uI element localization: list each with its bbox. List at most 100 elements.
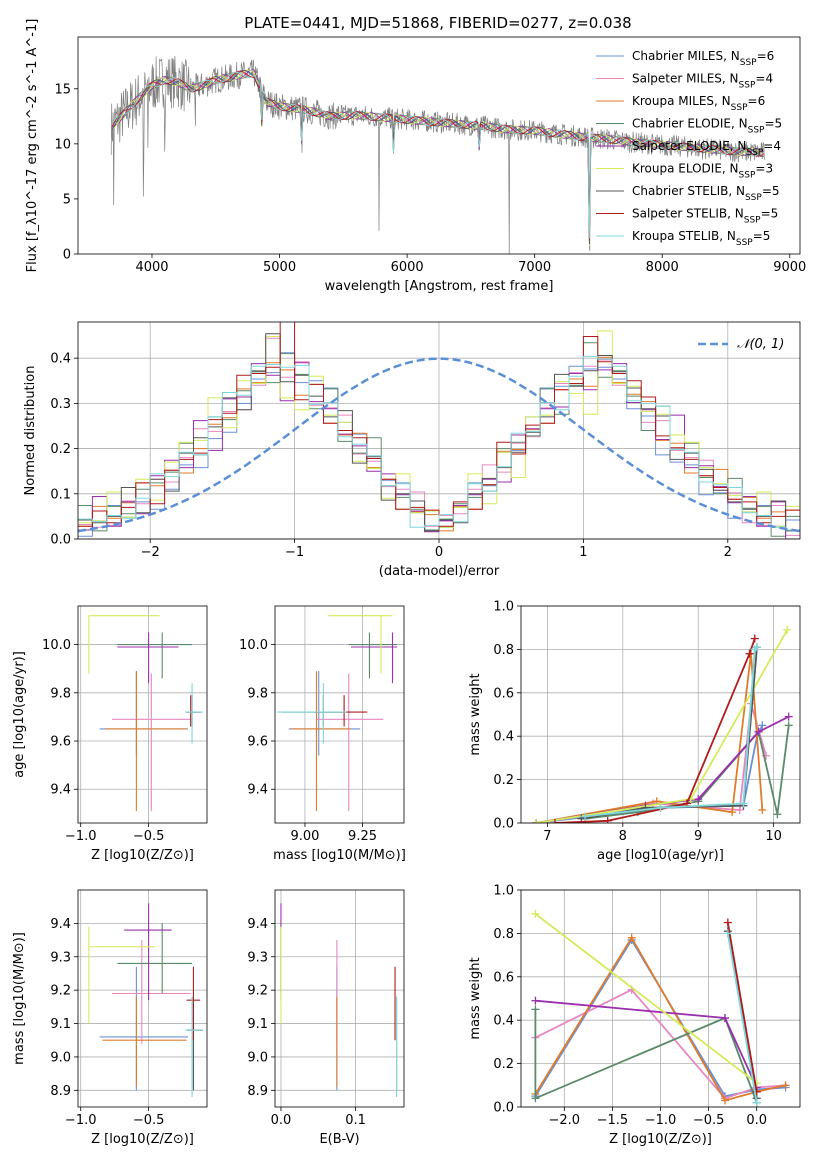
x-axis-label: (data-model)/error: [379, 564, 500, 579]
x-tick-label: 0.1: [345, 1113, 366, 1128]
y-tick-label: 0.4: [50, 352, 71, 367]
x-tick-label: −1.0: [65, 829, 97, 844]
y-tick-label: 0.8: [493, 927, 514, 942]
y-tick-label: 5: [63, 192, 71, 207]
x-tick-label: 6000: [391, 260, 424, 275]
panel-age_vs_mass: 9.00 9.25 9.4 9.6 9.8 10.0 mass [log10(M/M⊙)]: [239, 605, 406, 863]
y-tick-label: 9.0: [50, 1050, 71, 1065]
x-tick-label: 8: [619, 829, 627, 844]
x-tick-label: −2.0: [549, 1113, 581, 1128]
weight-line: [554, 638, 756, 823]
x-tick-label: −1: [285, 545, 304, 560]
x-tick-label: −0.5: [133, 829, 165, 844]
model-spectrum: [111, 71, 765, 239]
y-tick-label: 0.2: [493, 773, 514, 788]
weight-line: [726, 922, 758, 1092]
axes-frame: [77, 36, 801, 255]
weight-line: [726, 933, 758, 1103]
panel-mass_vs_EBV: 0.0 0.1 8.9 9.0 9.1 9.2 9.3 9.4 E(B-V): [247, 889, 405, 1147]
x-tick-label: −2: [141, 545, 160, 560]
y-tick-label: 10.0: [239, 638, 268, 653]
y-tick-label: 0.4: [493, 730, 514, 745]
weight-line: [581, 647, 758, 820]
x-tick-label: 0.0: [746, 1113, 767, 1128]
weight-line: [534, 1009, 758, 1104]
panel-weight_vs_age: 7 8 9 10 0.0 0.2 0.4 0.6 0.8 1.0 age [log10(age/yr…: [468, 600, 801, 863]
x-tick-label: 7: [543, 829, 551, 844]
y-tick-label: 9.1: [247, 1017, 268, 1032]
y-tick-label: 0.0: [493, 817, 514, 832]
y-tick-label: 9.8: [50, 686, 71, 701]
x-axis-label: Z [log10(Z/Z⊙)]: [91, 848, 194, 863]
y-tick-label: 1.0: [493, 884, 514, 899]
y-tick-label: 8.9: [50, 1084, 71, 1099]
y-tick-label: 10: [54, 137, 71, 152]
y-axis-label: Normed distribution: [23, 366, 38, 496]
panel-spectrum: 4000 5000 6000 7000 8000 9000 0 5 10 15 wavelength…: [25, 19, 806, 294]
normal-curve: [78, 357, 800, 533]
axes-frame: [274, 605, 405, 824]
x-tick-label: 9.25: [348, 829, 377, 844]
plot-area: [532, 625, 793, 823]
y-tick-label: 0.6: [493, 686, 514, 701]
x-tick-label: 0: [435, 545, 443, 560]
weight-line: [535, 999, 758, 1088]
x-axis-label: E(B-V): [319, 1132, 359, 1147]
y-tick-label: 9.6: [50, 735, 71, 750]
plot-area: [88, 903, 203, 1097]
legend-label: Salpeter MILES, NSSP=4: [632, 72, 773, 91]
y-tick-label: 0.6: [493, 970, 514, 985]
y-tick-label: 0.1: [50, 487, 71, 502]
x-tick-label: −1.0: [65, 1113, 97, 1128]
x-tick-label: 8000: [646, 260, 679, 275]
x-tick-label: 5000: [263, 260, 296, 275]
panel-mass_vs_Z: −1.0 −0.5 8.9 9.0 9.1 9.2 9.3 9.4 Z [log10(Z/Z⊙)…: [12, 889, 208, 1147]
histogram-series: [78, 355, 800, 531]
x-axis-label: mass [log10(M/M⊙)]: [273, 848, 406, 863]
plot-area: [110, 55, 765, 254]
weight-line: [535, 653, 764, 823]
y-tick-label: 0.8: [493, 643, 514, 658]
panel-hist: −2 −1 0 1 2 0.0 0.1 0.2 0.3 0.4 (data-model)/error…: [23, 321, 801, 579]
x-tick-label: 0.0: [271, 1113, 292, 1128]
x-axis-label: Z [log10(Z/Z⊙)]: [91, 1132, 194, 1147]
plot-area: [88, 615, 203, 811]
legend-label: Chabrier MILES, NSSP=6: [632, 49, 774, 68]
y-tick-label: 1.0: [493, 600, 514, 615]
y-tick-label: 9.3: [50, 950, 71, 965]
x-tick-label: 9.00: [290, 829, 319, 844]
legend-label: Kroupa ELODIE, NSSP=3: [632, 162, 773, 181]
x-tick-label: 1: [579, 545, 587, 560]
weight-line: [584, 646, 758, 818]
y-tick-label: 9.6: [247, 735, 268, 750]
y-tick-label: 9.2: [247, 984, 268, 999]
axes-frame: [274, 889, 405, 1108]
weight-line: [534, 913, 758, 1084]
y-tick-label: 9.1: [50, 1017, 71, 1032]
plot-area: [531, 909, 790, 1107]
legend-label: Chabrier STELIB, NSSP=5: [632, 184, 780, 203]
x-tick-label: 9000: [773, 260, 806, 275]
y-axis-label: mass [log10(M/M⊙)]: [12, 932, 27, 1065]
y-tick-label: 0.4: [493, 1014, 514, 1029]
x-tick-label: 2: [724, 545, 732, 560]
y-tick-label: 0.3: [50, 397, 71, 412]
y-tick-label: 10.0: [42, 638, 71, 653]
y-tick-label: 9.3: [247, 950, 268, 965]
x-axis-label: age [log10(age/yr)]: [597, 848, 724, 863]
y-tick-label: 9.8: [247, 686, 268, 701]
legend-label: Salpeter STELIB, NSSP=5: [632, 207, 778, 226]
y-tick-label: 9.0: [247, 1050, 268, 1065]
y-tick-label: 0: [63, 248, 71, 263]
model-spectrum: [111, 70, 764, 245]
x-tick-label: −1.5: [597, 1113, 629, 1128]
y-tick-label: 0.0: [493, 1101, 514, 1116]
legend-label: Chabrier ELODIE, NSSP=5: [632, 117, 782, 136]
legend-label: Kroupa MILES, NSSP=6: [632, 94, 765, 113]
x-tick-label: −0.5: [133, 1113, 165, 1128]
y-tick-label: 9.4: [247, 917, 268, 932]
y-tick-label: 0.2: [50, 442, 71, 457]
plot-area: [280, 903, 398, 1097]
legend-label: Kroupa STELIB, NSSP=5: [632, 229, 770, 248]
